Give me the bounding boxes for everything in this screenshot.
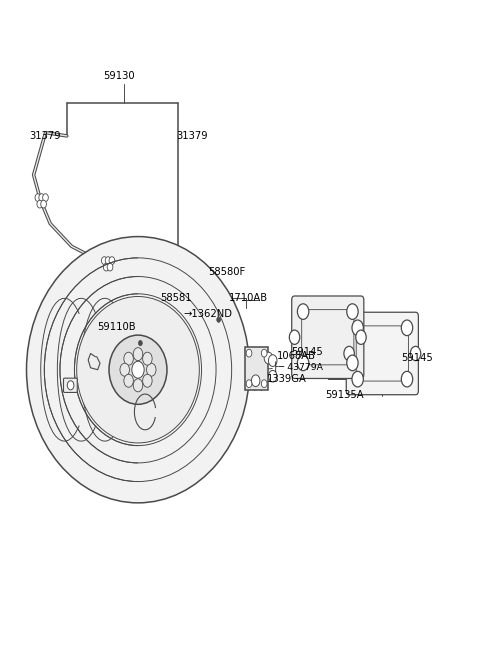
- Circle shape: [120, 364, 130, 376]
- Text: 59110B: 59110B: [97, 322, 136, 333]
- FancyBboxPatch shape: [346, 312, 419, 395]
- Circle shape: [107, 263, 113, 271]
- Circle shape: [268, 370, 277, 382]
- Circle shape: [101, 257, 107, 265]
- Text: 31379: 31379: [29, 131, 60, 141]
- Circle shape: [124, 352, 133, 365]
- Circle shape: [298, 355, 309, 371]
- Text: →1362ND: →1362ND: [183, 309, 232, 319]
- Text: 1339GA: 1339GA: [267, 374, 307, 384]
- Circle shape: [268, 355, 277, 366]
- Circle shape: [103, 263, 109, 271]
- Circle shape: [261, 349, 267, 357]
- Text: 31379: 31379: [176, 131, 207, 141]
- Circle shape: [105, 257, 111, 265]
- Circle shape: [143, 374, 152, 387]
- Circle shape: [344, 346, 354, 361]
- Text: 59145: 59145: [401, 353, 433, 363]
- Circle shape: [39, 194, 45, 202]
- Circle shape: [109, 257, 115, 265]
- Circle shape: [41, 200, 47, 208]
- Circle shape: [143, 352, 152, 365]
- Text: 1710AB: 1710AB: [228, 293, 268, 303]
- Circle shape: [298, 304, 309, 320]
- Ellipse shape: [26, 236, 250, 503]
- Circle shape: [410, 346, 421, 361]
- Circle shape: [246, 380, 252, 388]
- Text: 58581: 58581: [160, 293, 192, 303]
- Circle shape: [401, 371, 413, 387]
- Circle shape: [133, 348, 143, 361]
- Circle shape: [217, 317, 220, 322]
- FancyBboxPatch shape: [63, 378, 77, 392]
- Circle shape: [146, 364, 156, 376]
- Ellipse shape: [109, 335, 167, 404]
- Circle shape: [352, 320, 363, 335]
- FancyBboxPatch shape: [292, 296, 364, 379]
- Circle shape: [352, 371, 363, 387]
- Bar: [245, 347, 268, 390]
- Circle shape: [67, 381, 74, 390]
- Text: 59130: 59130: [103, 71, 135, 81]
- Circle shape: [43, 194, 48, 202]
- Circle shape: [124, 374, 133, 387]
- Circle shape: [401, 320, 413, 335]
- Text: 58580F: 58580F: [208, 267, 245, 277]
- Circle shape: [347, 304, 358, 320]
- Text: 1068AB: 1068AB: [276, 351, 315, 361]
- Text: 59135A: 59135A: [325, 390, 364, 400]
- Circle shape: [35, 194, 41, 202]
- Circle shape: [261, 380, 267, 388]
- Circle shape: [138, 341, 142, 346]
- Circle shape: [252, 375, 260, 386]
- Ellipse shape: [77, 297, 199, 443]
- Circle shape: [132, 362, 144, 378]
- Text: ├─ 43779A: ├─ 43779A: [273, 362, 323, 373]
- Circle shape: [264, 352, 273, 364]
- Circle shape: [37, 200, 43, 208]
- Text: 59145: 59145: [291, 347, 323, 357]
- Circle shape: [289, 330, 300, 345]
- Circle shape: [356, 330, 366, 345]
- Circle shape: [246, 349, 252, 357]
- Circle shape: [347, 355, 358, 371]
- Circle shape: [133, 379, 143, 392]
